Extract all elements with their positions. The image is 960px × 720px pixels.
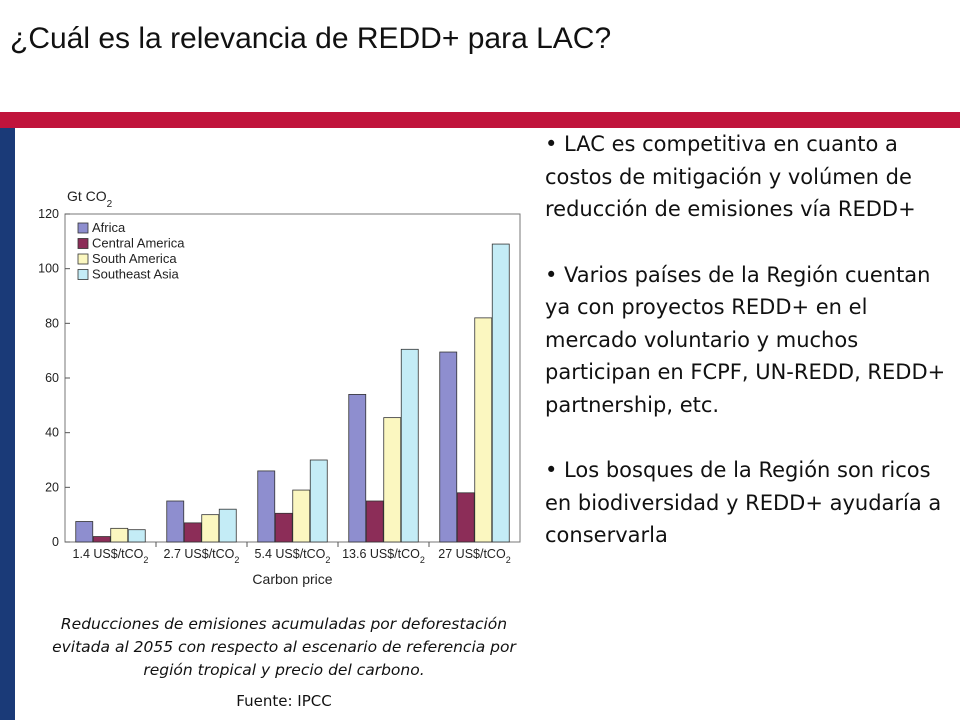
bar xyxy=(400,348,419,543)
legend-label: Africa xyxy=(92,220,126,235)
y-tick-label: 80 xyxy=(45,316,59,330)
bar xyxy=(456,492,475,543)
side-accent-bar xyxy=(0,128,15,720)
legend-label: Southeast Asia xyxy=(92,267,179,282)
bar xyxy=(92,536,111,543)
bar xyxy=(474,317,493,543)
legend-swatch xyxy=(77,269,89,280)
legend-label: Central America xyxy=(92,236,185,251)
bullet-item: • Varios países de la Región cuentan ya … xyxy=(545,262,946,417)
y-tick-label: 20 xyxy=(45,480,59,494)
bar xyxy=(127,529,146,543)
bar xyxy=(183,522,202,543)
y-tick-label: 120 xyxy=(38,207,59,221)
page-title: ¿Cuál es la relevancia de REDD+ para LAC… xyxy=(10,22,612,55)
x-tick-label: 5.4 US$/tCO2 xyxy=(255,547,331,565)
bar xyxy=(383,417,402,543)
bullet-list: • LAC es competitiva en cuanto a costos … xyxy=(545,128,955,552)
legend-swatch xyxy=(77,222,89,234)
bullet-item: • LAC es competitiva en cuanto a costos … xyxy=(545,132,916,221)
bar xyxy=(292,489,311,543)
bar xyxy=(439,351,458,543)
bullet-item: • Los bosques de la Región son ricos en … xyxy=(545,458,942,547)
bar xyxy=(348,393,367,543)
legend-swatch xyxy=(77,238,89,249)
x-tick-label: 27 US$/tCO2 xyxy=(438,547,510,565)
bar xyxy=(365,500,384,543)
bar xyxy=(274,512,293,543)
x-axis-label: Carbon price xyxy=(252,571,332,587)
bar xyxy=(75,521,94,543)
legend-swatch xyxy=(77,253,89,265)
bar xyxy=(166,500,185,543)
bar xyxy=(218,508,237,543)
header-accent-bar xyxy=(0,112,960,128)
x-tick-label: 2.7 US$/tCO2 xyxy=(164,547,240,565)
bar xyxy=(309,459,328,543)
y-tick-label: 40 xyxy=(45,426,59,440)
x-tick-label: 1.4 US$/tCO2 xyxy=(73,547,149,565)
chart-source: Fuente: IPCC xyxy=(236,692,332,710)
x-tick-label: 13.6 US$/tCO2 xyxy=(342,547,425,565)
bar xyxy=(201,514,220,543)
y-tick-label: 0 xyxy=(52,535,59,549)
bar xyxy=(257,470,276,543)
bar xyxy=(491,243,510,543)
bar-chart: 0 20 40 60 80 100 120 Gt CO2 1.4 US$/tCO2 2.7 US$… xyxy=(38,188,521,587)
legend-label: South America xyxy=(92,251,177,266)
chart-caption: Reducciones de emisiones acumuladas por … xyxy=(52,615,516,679)
y-axis-label: Gt CO2 xyxy=(67,188,113,210)
y-tick-label: 100 xyxy=(38,262,59,276)
bar xyxy=(110,527,129,543)
y-tick-label: 60 xyxy=(45,371,59,385)
